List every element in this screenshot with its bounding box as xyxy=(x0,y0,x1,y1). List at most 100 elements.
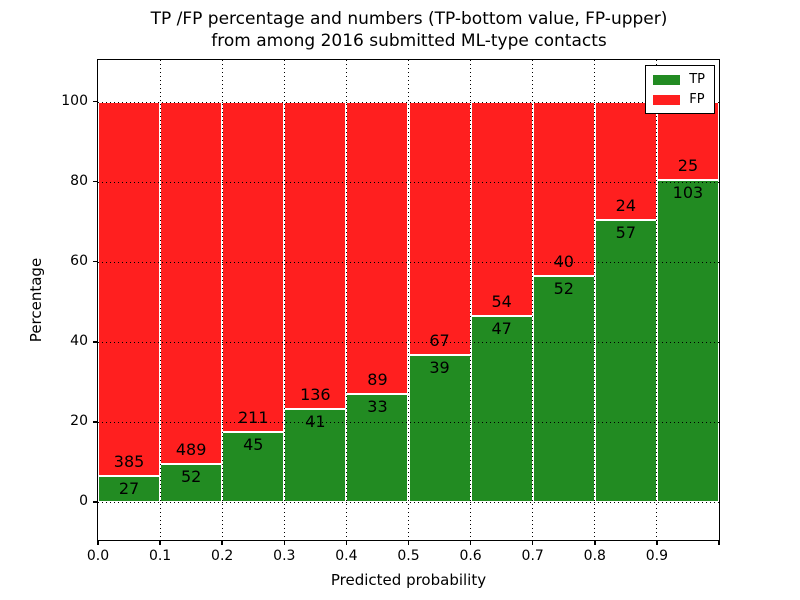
bar-segment-tp xyxy=(470,315,533,502)
y-tick xyxy=(93,501,98,503)
fp-count-label: 25 xyxy=(677,155,699,175)
fp-count-label: 24 xyxy=(615,196,637,216)
y-tick-label: 0 xyxy=(79,493,88,509)
y-tick xyxy=(93,180,98,183)
legend-label-fp: FP xyxy=(689,92,705,107)
x-tick-label: 0.6 xyxy=(459,548,482,564)
chart-title: TP /FP percentage and numbers (TP-bottom… xyxy=(97,8,721,52)
bar-segment-fp xyxy=(284,101,347,410)
tp-count-label: 52 xyxy=(180,466,202,486)
fp-count-label: 54 xyxy=(491,291,512,311)
bar-segment-fp xyxy=(160,101,223,464)
bar-segment-fp xyxy=(346,101,409,394)
gridline-vertical xyxy=(221,60,223,540)
x-tick xyxy=(469,540,472,545)
tp-swatch-icon xyxy=(653,74,681,85)
gridline-vertical xyxy=(594,60,596,540)
y-tick-label: 20 xyxy=(70,412,88,429)
tp-count-label: 47 xyxy=(491,318,512,338)
gridline-horizontal xyxy=(98,101,719,103)
legend: TP FP xyxy=(645,65,715,114)
y-tick-label: 40 xyxy=(70,332,88,349)
tp-count-label: 41 xyxy=(305,412,326,432)
bar-segment-fp xyxy=(656,101,719,180)
y-tick xyxy=(93,341,98,343)
y-axis-label: Percentage xyxy=(27,257,45,343)
fp-count-label: 89 xyxy=(367,369,388,389)
tp-count-label: 52 xyxy=(553,278,574,298)
bar-segment-fp xyxy=(470,101,533,316)
gridline-vertical xyxy=(345,60,347,540)
x-tick xyxy=(345,540,348,545)
tp-count-label: 33 xyxy=(367,396,388,416)
fp-count-label: 211 xyxy=(237,407,269,427)
tp-count-label: 57 xyxy=(615,223,637,243)
y-tick-label: 100 xyxy=(61,92,88,109)
bar-segment-tp xyxy=(284,409,347,502)
bar-segment-tp xyxy=(532,275,595,502)
legend-label-tp: TP xyxy=(689,72,705,87)
plot-area: 385 27 489 52 211 45 136 41 89 33 67 39 54 47 40 52 24 57… xyxy=(61,59,720,589)
tp-count-label: 45 xyxy=(243,434,264,454)
x-tick-label: 0.0 xyxy=(86,548,110,564)
x-tick xyxy=(159,540,161,545)
bar-segment-tp xyxy=(98,475,161,502)
x-tick-label: 0.8 xyxy=(583,548,606,564)
x-tick-label: 0.5 xyxy=(397,548,420,564)
gridline-vertical xyxy=(283,60,285,540)
gridline-horizontal xyxy=(98,261,719,263)
y-tick-label: 80 xyxy=(70,172,88,189)
fp-count-label: 489 xyxy=(175,439,207,459)
x-axis-label: Predicted probability xyxy=(330,571,487,589)
gridline-vertical xyxy=(470,60,472,540)
x-tick-label: 0.4 xyxy=(335,548,358,564)
y-tick xyxy=(93,421,98,423)
x-tick xyxy=(718,540,720,545)
x-tick-label: 0.3 xyxy=(273,548,296,564)
bar-segment-tp xyxy=(408,354,471,502)
fp-count-label: 136 xyxy=(300,385,331,405)
y-tick xyxy=(93,260,98,263)
chart-title-line1: TP /FP percentage and numbers (TP-bottom… xyxy=(150,9,668,29)
x-tick xyxy=(656,540,658,545)
x-tick xyxy=(221,540,223,545)
tp-count-label: 27 xyxy=(118,478,140,498)
fp-count-label: 385 xyxy=(113,451,145,471)
fp-swatch-icon xyxy=(653,94,681,105)
tp-count-label: 103 xyxy=(672,182,704,202)
x-tick xyxy=(531,540,534,545)
x-tick xyxy=(594,540,596,545)
gridline-horizontal xyxy=(98,181,719,183)
x-tick-label: 0.2 xyxy=(211,548,234,564)
bar-segment-tp xyxy=(594,220,657,502)
x-tick-label: 0.9 xyxy=(645,548,669,564)
gridline-vertical xyxy=(656,60,658,540)
legend-entry-tp: TP xyxy=(653,73,705,86)
x-tick-label: 0.1 xyxy=(148,548,172,564)
y-tick-label: 60 xyxy=(70,252,88,269)
gridline-horizontal xyxy=(98,421,719,423)
bar-segment-tp xyxy=(222,431,285,502)
bar-segment-fp xyxy=(98,101,161,476)
bar-segment-fp xyxy=(532,101,595,276)
bar-segment-fp xyxy=(222,101,285,432)
x-tick xyxy=(97,540,99,545)
fp-count-label: 67 xyxy=(429,330,450,350)
gridline-vertical xyxy=(532,60,534,540)
gridline-horizontal xyxy=(98,502,719,503)
gridline-vertical xyxy=(408,60,409,540)
legend-entry-fp: FP xyxy=(653,93,705,106)
bar-segment-fp xyxy=(408,101,471,355)
y-tick xyxy=(93,100,98,103)
x-tick xyxy=(407,540,410,545)
x-tick-label: 0.7 xyxy=(521,548,544,564)
gridline-horizontal xyxy=(98,341,719,343)
gridline-vertical xyxy=(159,60,161,540)
x-tick xyxy=(283,540,286,545)
bar-segment-tp xyxy=(656,179,719,502)
tp-count-label: 39 xyxy=(429,357,450,377)
bar-segment-tp xyxy=(160,463,223,502)
fp-count-label: 40 xyxy=(553,251,574,271)
bar-segment-tp xyxy=(346,393,409,502)
